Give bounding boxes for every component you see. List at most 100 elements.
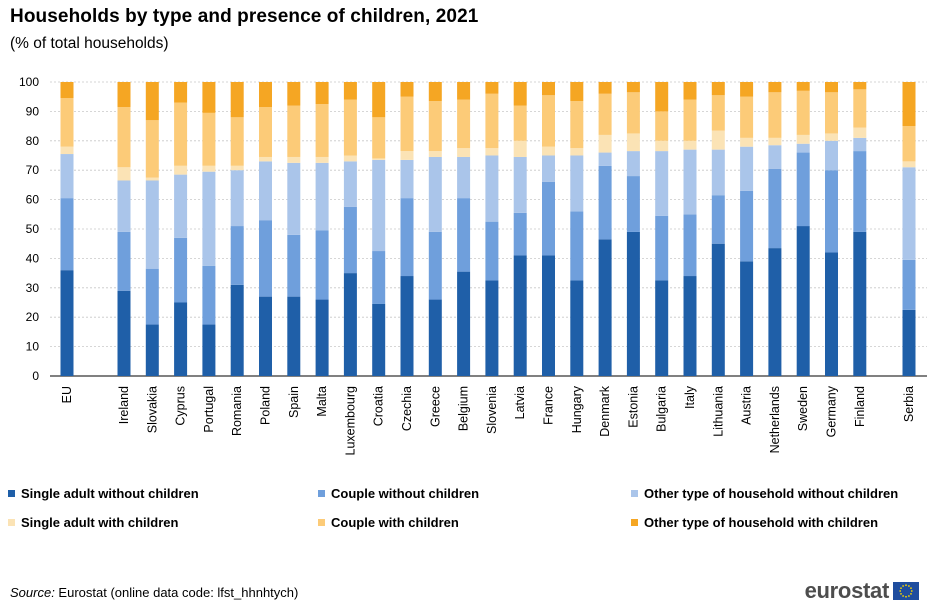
- bar-segment: [768, 92, 782, 138]
- bar-segment: [117, 106, 131, 168]
- bar-segment: [117, 82, 131, 107]
- bar-segment: [853, 137, 867, 152]
- legend-item-couple-with-children: Couple with children: [318, 515, 459, 530]
- bar-segment: [542, 146, 555, 156]
- bar-segment: [230, 284, 244, 376]
- bar-segment: [117, 231, 131, 291]
- y-tick-label: 30: [26, 281, 40, 295]
- bar-segment: [902, 167, 916, 260]
- bar-segment: [145, 324, 159, 376]
- bar-segment: [287, 105, 301, 157]
- bar-segment: [902, 82, 916, 127]
- bar-segment: [598, 239, 612, 376]
- legend-label: Couple with children: [331, 515, 459, 530]
- x-tick-label: Serbia: [902, 386, 916, 422]
- bar-segment: [542, 82, 555, 96]
- y-tick-label: 100: [19, 75, 39, 89]
- bar-segment: [259, 161, 272, 221]
- bar-segment: [428, 82, 442, 102]
- bar-segment: [598, 93, 612, 135]
- x-tick-label: Slovakia: [145, 386, 159, 433]
- bar-segment: [174, 165, 188, 175]
- bar-segment: [457, 156, 471, 199]
- bar-segment: [853, 151, 867, 232]
- bar-segment: [457, 82, 471, 100]
- bar-segment: [626, 176, 640, 232]
- legend-item-single-adult-with-children: Single adult with children: [8, 515, 178, 530]
- bar-segment: [902, 309, 916, 376]
- bar-segment: [259, 82, 272, 107]
- bar-segment: [825, 252, 838, 376]
- bar-segment: [145, 82, 159, 121]
- bar-segment: [853, 127, 867, 138]
- bar-segment: [287, 296, 301, 376]
- bar-segment: [343, 155, 357, 162]
- bar-segment: [626, 92, 640, 134]
- y-tick-label: 90: [26, 104, 40, 118]
- bar-segment: [796, 82, 810, 91]
- bar-segment: [740, 82, 754, 97]
- bar-segment: [513, 105, 527, 141]
- legend-label: Single adult with children: [21, 515, 179, 530]
- legend-item-other-without-children: Other type of household without children: [631, 486, 898, 501]
- bar-segment: [457, 198, 471, 272]
- bar-segment: [315, 230, 329, 300]
- bar-segment: [287, 156, 301, 163]
- x-tick-label: France: [542, 386, 556, 425]
- bar-segment: [542, 95, 555, 147]
- bar-segment: [655, 280, 669, 376]
- source-note: Source: Eurostat (online data code: lfst…: [10, 585, 298, 600]
- bar-segment: [60, 198, 74, 271]
- bar-segment: [825, 92, 838, 134]
- bar-segment: [400, 96, 414, 152]
- x-tick-label: Germany: [825, 385, 839, 437]
- bar-segment: [796, 226, 810, 376]
- bar-segment: [145, 268, 159, 325]
- eurostat-logo: eurostat: [805, 578, 919, 604]
- bar-segment: [428, 156, 442, 232]
- bar-segment: [60, 154, 74, 199]
- bar-segment: [768, 137, 782, 146]
- logo-text: eurostat: [804, 578, 890, 603]
- chart-subtitle: (% of total households): [10, 35, 169, 52]
- bar-segment: [372, 158, 386, 160]
- x-tick-label: Portugal: [202, 386, 216, 433]
- bar-segment: [400, 159, 414, 199]
- bar-segment: [343, 273, 357, 376]
- bar-segment: [570, 155, 584, 212]
- bar-segment: [145, 120, 159, 178]
- bar-segment: [655, 215, 669, 281]
- bar-segment: [513, 82, 527, 106]
- bar-segment: [485, 155, 499, 222]
- bar-segment: [598, 134, 612, 153]
- bar-segment: [513, 255, 527, 376]
- bar-segment: [400, 198, 414, 277]
- bar-segment: [174, 174, 188, 238]
- bar-segment: [259, 106, 272, 157]
- bar-segment: [315, 82, 329, 105]
- x-tick-label: Poland: [259, 386, 273, 425]
- bar-segment: [796, 90, 810, 135]
- y-tick-label: 60: [26, 193, 40, 207]
- x-tick-label: Austria: [740, 386, 754, 425]
- legend-swatch: [318, 490, 325, 497]
- source-label: Source:: [10, 585, 55, 600]
- bar-segment: [655, 140, 669, 152]
- bar-segment: [825, 140, 838, 171]
- bar-segment: [768, 145, 782, 169]
- bar-segment: [485, 148, 499, 156]
- bar-segment: [202, 112, 216, 166]
- bar-segment: [570, 211, 584, 281]
- x-tick-label: Spain: [287, 386, 301, 418]
- bar-segment: [542, 181, 555, 256]
- legend-label: Single adult without children: [21, 486, 199, 501]
- bar-segment: [513, 140, 527, 157]
- bar-segment: [825, 133, 838, 141]
- bar-segment: [570, 280, 584, 376]
- bar-segment: [457, 148, 471, 157]
- x-tick-label: Greece: [428, 386, 442, 427]
- source-text: Eurostat (online data code: lfst_hhnhtyc…: [54, 585, 299, 600]
- bar-segment: [343, 99, 357, 156]
- stacked-bar-chart: 0 10 20 30 40 50 60 70 80 90 100 EU Ireland Slovakia C…: [19, 75, 927, 456]
- bar-segment: [287, 162, 301, 235]
